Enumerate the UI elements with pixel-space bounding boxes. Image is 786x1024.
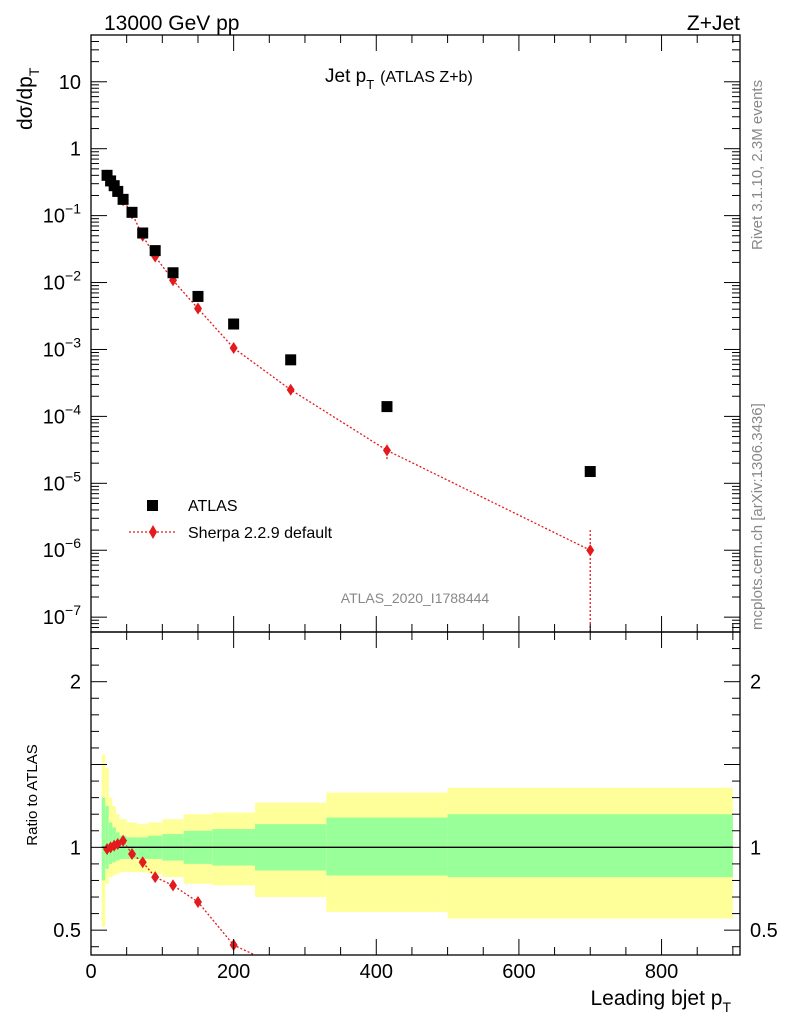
x-tick-label: 400 — [360, 961, 393, 983]
x-tick-label: 600 — [502, 961, 535, 983]
ratio-y-tick-label: 1 — [70, 837, 81, 859]
ratio-mc-point — [287, 966, 295, 978]
atlas-data-point — [112, 185, 124, 197]
atlas-data-point — [117, 193, 129, 205]
main-y-tick-label: 10 — [59, 72, 81, 94]
header-left-label: 13000 GeV pp — [104, 12, 239, 35]
main-y-tick-label: 10−7 — [43, 602, 81, 629]
x-tick-label: 0 — [85, 961, 96, 983]
main-mc-point — [286, 383, 295, 396]
ratio-y-tick-label: 2 — [70, 672, 81, 694]
main-y-tick-label: 10−5 — [43, 468, 81, 495]
main-y-tick-label: 10−2 — [43, 268, 81, 295]
band-inner — [137, 837, 149, 859]
atlas-data-point — [108, 180, 120, 192]
main-mc-point — [586, 544, 595, 557]
main-mc-point — [193, 302, 202, 315]
plot-title: Jet pT (ATLAS Z+b) — [325, 66, 473, 92]
header-right-label: Z+Jet — [687, 12, 740, 35]
band-inner — [101, 797, 106, 881]
atlas-data-point — [285, 354, 297, 366]
atlas-data-point — [584, 466, 596, 478]
ratio-mc-point — [193, 895, 202, 908]
band-inner — [326, 817, 448, 876]
legend: ATLAS Sherpa 2.2.9 default — [129, 498, 333, 542]
axes: 10−7 10−6 10−5 10−4 10−3 10−2 10−1 1 10 0 200 400 60… — [43, 34, 778, 983]
atlas-data-point — [149, 245, 161, 257]
main-mc-series — [103, 169, 595, 632]
ratio-mc-point — [128, 847, 137, 860]
atlas-data-point — [101, 169, 113, 181]
band-inner — [447, 814, 733, 878]
ratio-y-tick-label-right: 1 — [750, 837, 761, 859]
x-tick-label: 200 — [217, 961, 250, 983]
ratio-mc-series — [103, 834, 295, 978]
main-mc-line — [106, 174, 591, 551]
legend-marker-atlas — [147, 500, 158, 511]
legend-marker-sherpa — [149, 525, 157, 539]
ratio-frame — [90, 631, 741, 956]
ratio-y-axis-label: Ratio to ATLAS — [24, 744, 41, 845]
mcplots-label: mcplots.cern.ch [arXiv:1306.3436] — [749, 403, 766, 630]
atlas-data-point — [381, 401, 393, 413]
atlas-data-point — [228, 318, 240, 330]
ratio-mc-point — [169, 879, 178, 892]
ratio-mc-point — [119, 834, 128, 847]
legend-label-atlas: ATLAS — [188, 498, 238, 515]
main-mc-point — [229, 342, 238, 355]
main-mc-point — [382, 444, 391, 457]
ratio-mc-point — [138, 856, 147, 869]
ratio-y-tick-label-right: 2 — [750, 672, 761, 694]
ratio-mc-point — [151, 871, 160, 884]
ratio-y-tick-label: 0.5 — [53, 920, 81, 942]
main-y-tick-label: 10−3 — [43, 334, 81, 361]
legend-label-sherpa: Sherpa 2.2.9 default — [188, 525, 333, 542]
ratio-mc-line — [106, 839, 257, 955]
main-y-tick-label: 1 — [70, 139, 81, 161]
band-inner — [105, 805, 109, 869]
main-frame — [90, 34, 741, 633]
main-data-series — [101, 169, 596, 478]
x-tick-label: 800 — [645, 961, 678, 983]
main-y-tick-label: 10−6 — [43, 535, 81, 562]
main-y-axis-label: dσ/dpT — [14, 67, 42, 130]
atlas-data-point — [137, 227, 149, 239]
ratio-y-tick-label-right: 0.5 — [750, 920, 778, 942]
main-y-tick-label: 10−1 — [43, 201, 81, 228]
analysis-id-label: ATLAS_2020_I1788444 — [341, 590, 490, 606]
atlas-data-point — [167, 267, 179, 279]
x-axis-label: Leading bjet pT — [590, 987, 731, 1015]
main-y-tick-label: 10−4 — [43, 401, 81, 428]
rivet-version-label: Rivet 3.1.10, 2.3M events — [749, 80, 766, 250]
atlas-data-point — [192, 290, 204, 302]
atlas-data-point — [126, 206, 138, 218]
